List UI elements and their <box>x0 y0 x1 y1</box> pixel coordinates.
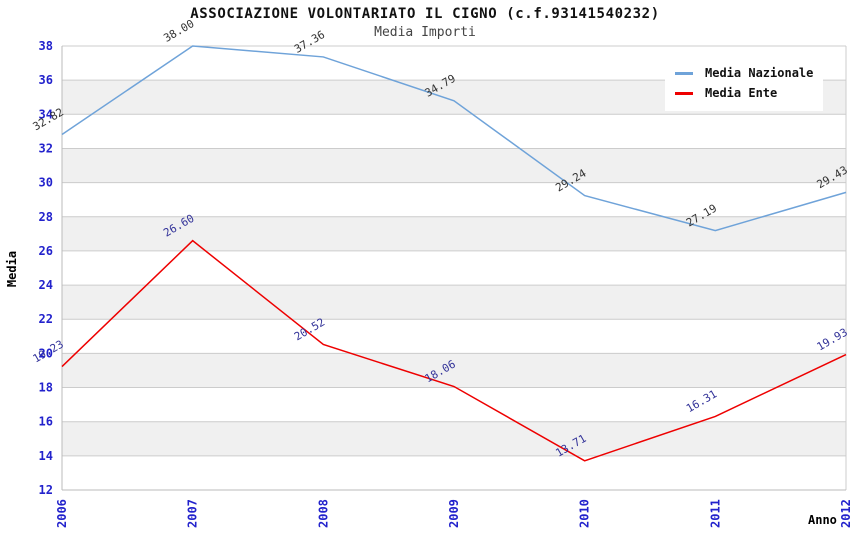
legend-item-media-ente: Media Ente <box>675 83 813 103</box>
legend-label: Media Nazionale <box>705 66 814 80</box>
y-tick-label: 12 <box>39 483 53 497</box>
plot-band <box>62 148 846 183</box>
y-tick-label: 22 <box>39 312 53 326</box>
y-axis-title: Media <box>5 250 19 288</box>
chart-subtitle: Media Importi <box>374 25 476 40</box>
y-tick-label: 18 <box>39 381 53 395</box>
y-tick-label: 28 <box>39 210 53 224</box>
y-tick-label: 30 <box>39 176 53 190</box>
y-tick-label: 34 <box>39 107 53 121</box>
x-tick-label: 2006 <box>55 499 69 528</box>
x-tick-label: 2009 <box>447 499 461 528</box>
series-line-media-ente <box>61 239 847 462</box>
y-tick-label: 14 <box>39 449 53 463</box>
plot-band <box>62 353 846 388</box>
point-label: 20.52 <box>292 316 327 344</box>
media-nazionale-line-swatch-icon <box>675 71 693 75</box>
plot-band <box>62 285 846 320</box>
y-tick-label: 24 <box>39 278 53 292</box>
x-tick-label: 2012 <box>839 499 850 528</box>
x-tick-label: 2010 <box>578 499 592 528</box>
media-ente-line-swatch-icon <box>675 91 693 95</box>
legend-item-media-nazionale: Media Nazionale <box>675 63 813 83</box>
series-line-media-nazionale <box>61 45 847 232</box>
legend: Media Nazionale Media Ente <box>665 57 824 111</box>
point-label: 16.31 <box>684 387 719 415</box>
x-axis-title: Anno <box>808 513 837 527</box>
chart-title: ASSOCIAZIONE VOLONTARIATO IL CIGNO (c.f.… <box>190 6 660 22</box>
point-label: 19.93 <box>815 326 850 354</box>
y-tick-label: 36 <box>39 73 53 87</box>
y-tick-label: 26 <box>39 244 53 258</box>
legend-label: Media Ente <box>705 86 778 100</box>
point-label: 19.23 <box>31 338 66 366</box>
x-tick-label: 2007 <box>186 499 200 528</box>
x-tick-label: 2008 <box>316 499 330 528</box>
y-tick-label: 38 <box>39 39 53 53</box>
plot-band <box>62 421 846 456</box>
plot-band <box>62 216 846 251</box>
y-tick-label: 20 <box>39 346 53 360</box>
y-tick-label: 32 <box>39 141 53 155</box>
x-tick-label: 2011 <box>708 499 722 528</box>
y-tick-label: 16 <box>39 415 53 429</box>
